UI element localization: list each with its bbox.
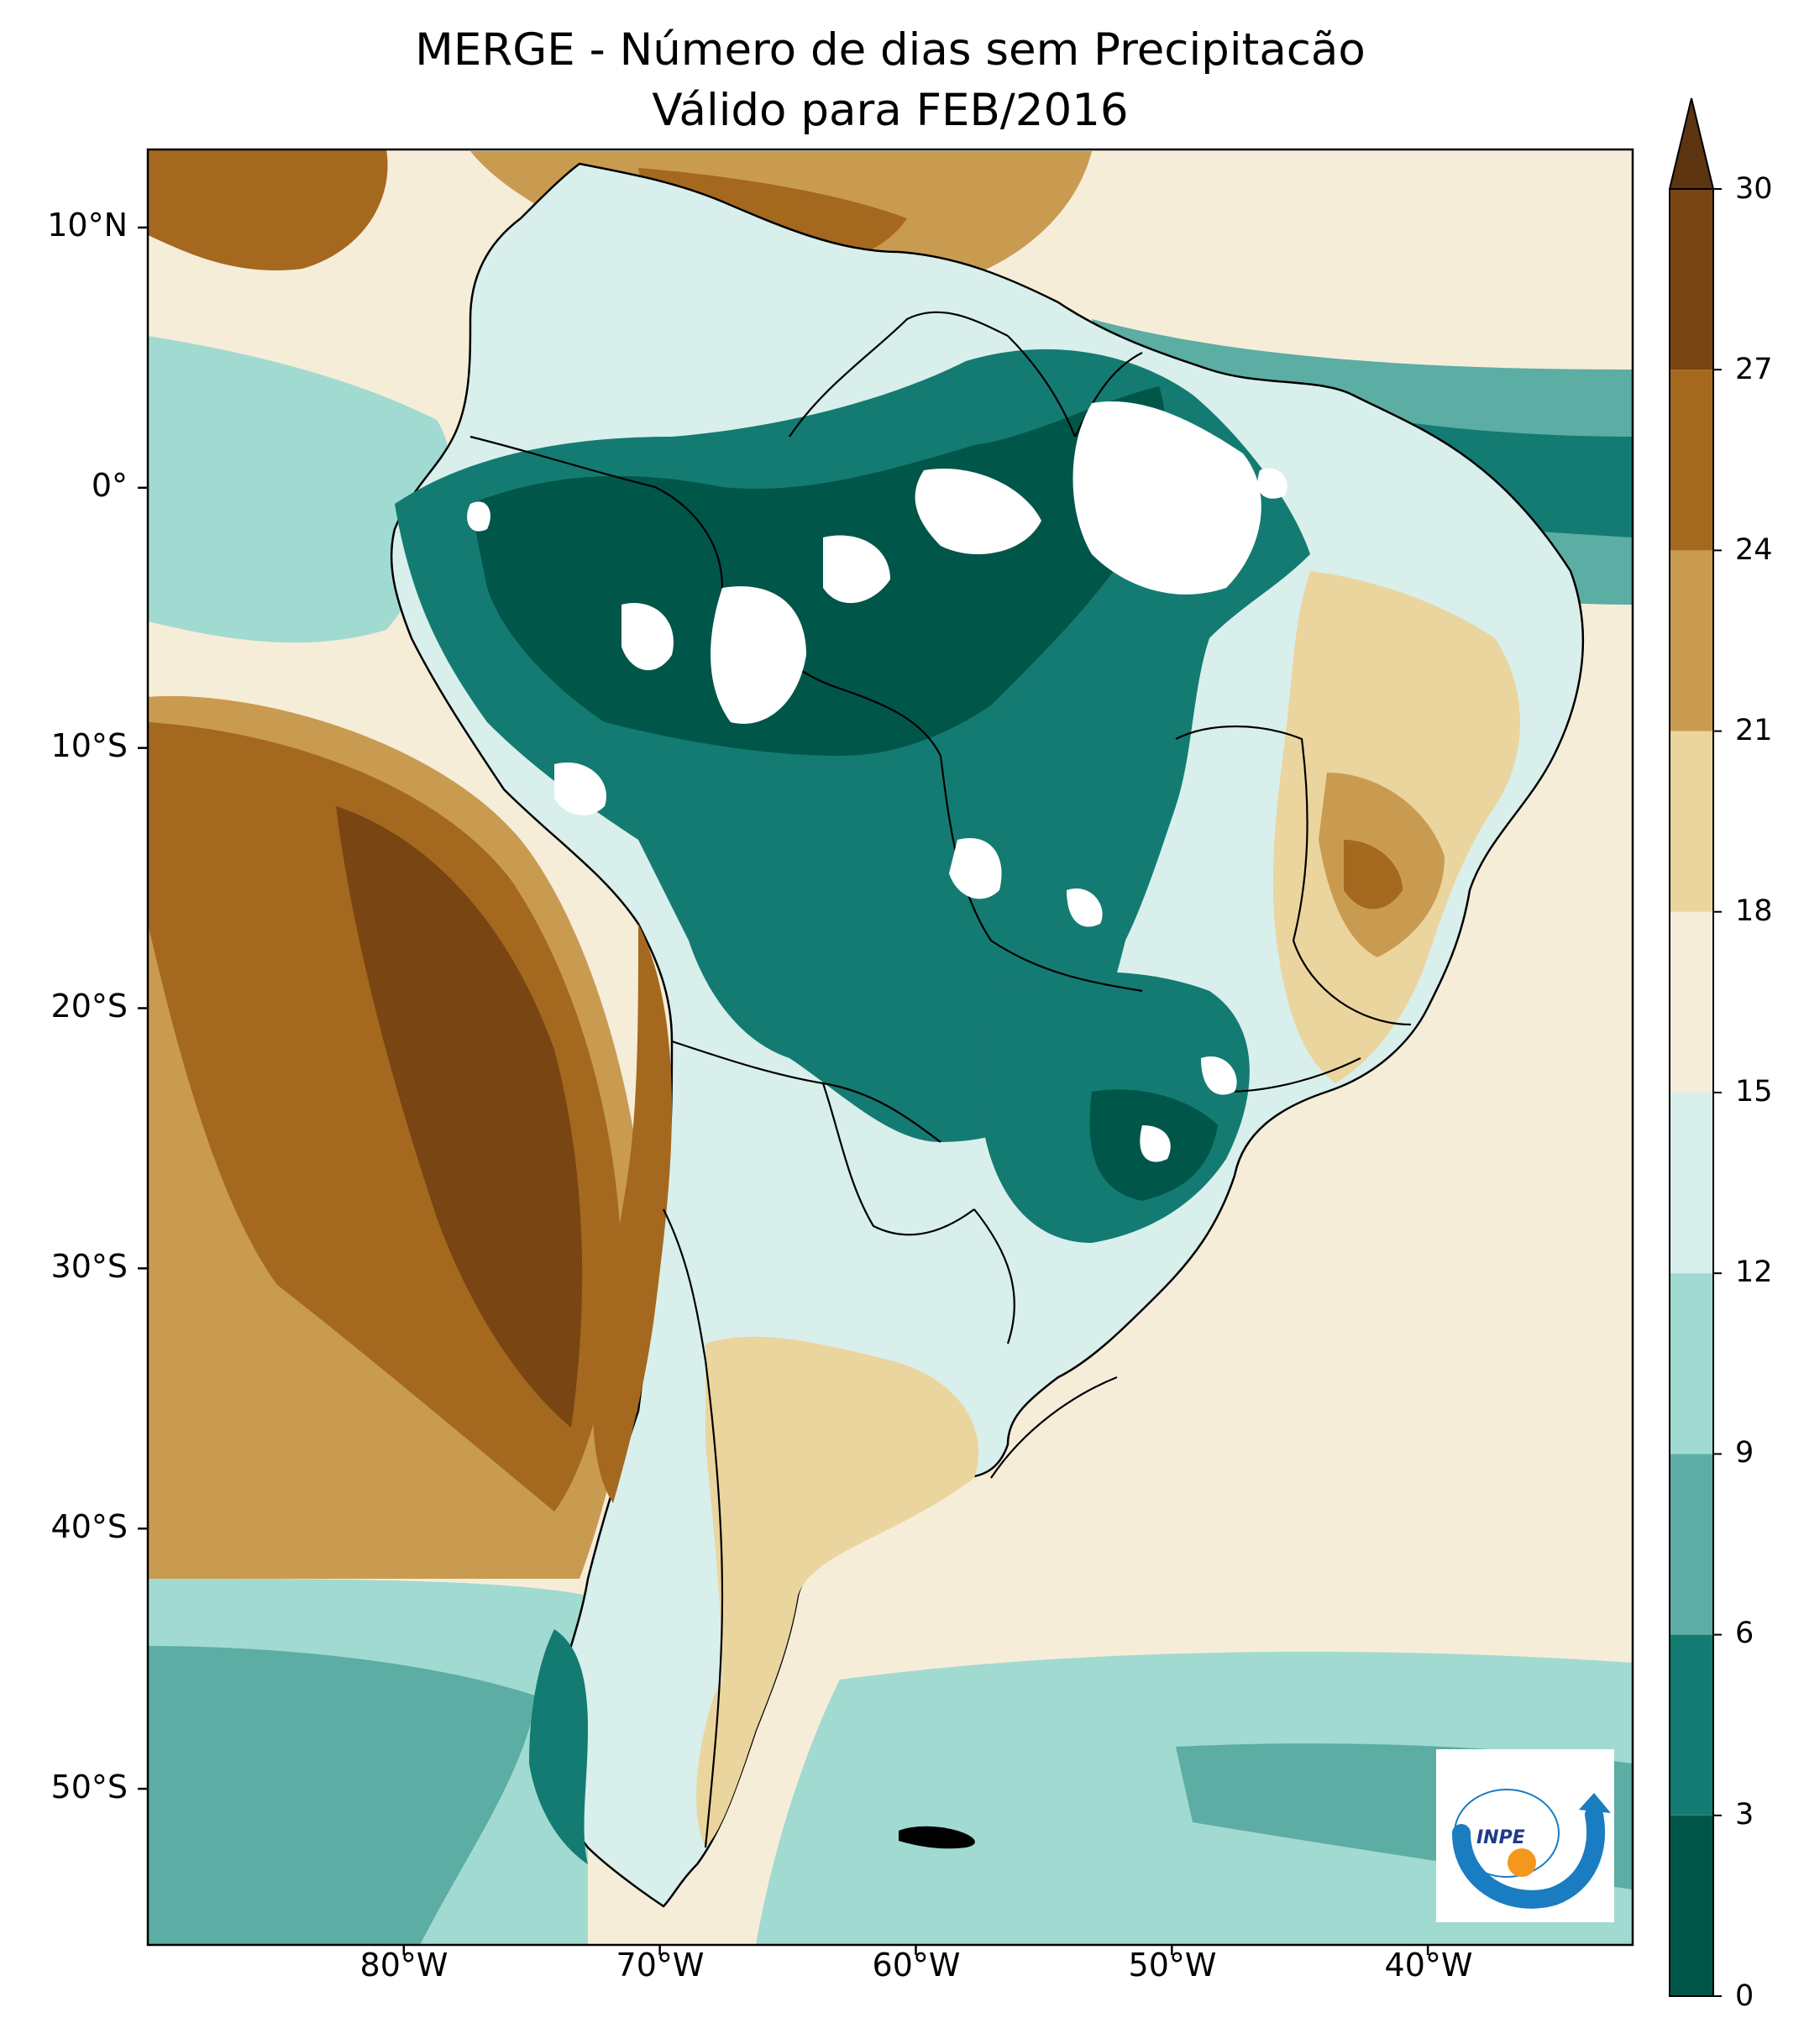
axis-ticks — [138, 226, 1429, 1955]
colorbar-segment — [1670, 550, 1713, 731]
colorbar-segment — [1670, 189, 1713, 370]
lon-tick-label: 50°W — [1128, 1947, 1217, 1984]
inpe-logo: INPE — [1436, 1749, 1614, 1922]
colorbar — [1668, 97, 1722, 1997]
northeast-brazil-driest-spot — [1344, 840, 1403, 909]
colorbar-segment — [1670, 1454, 1713, 1635]
pacific-wet-band — [148, 336, 451, 643]
colorbar-label: 27 — [1735, 353, 1773, 386]
falkland-islands — [899, 1826, 975, 1849]
lat-tick-label: 50°S — [50, 1769, 128, 1806]
colorbar-segment — [1670, 911, 1713, 1093]
andes-coast-dry-strip — [593, 924, 672, 1503]
lat-tick-label: 20°S — [50, 988, 128, 1025]
colorbar-label: 12 — [1735, 1255, 1773, 1289]
lon-tick-label: 80°W — [359, 1947, 448, 1984]
lat-tick-label: 10°S — [50, 727, 128, 764]
colorbar-segment — [1670, 1093, 1713, 1274]
pampas-dry-region — [705, 1336, 979, 1737]
chart-title: MERGE - Número de dias sem Precipitacão — [415, 24, 1366, 76]
lat-tick-label: 40°S — [50, 1508, 128, 1545]
northwest-dry-zone — [148, 149, 388, 270]
chart-subtitle: Válido para FEB/2016 — [652, 85, 1129, 136]
logo-arrow-head — [1579, 1793, 1611, 1813]
lon-tick-label: 40°W — [1384, 1947, 1473, 1984]
southern-chile-wet — [529, 1629, 588, 1864]
southern-ocean-wet-core — [148, 1646, 538, 1945]
lat-tick-label: 30°S — [50, 1248, 128, 1285]
colorbar-label: 6 — [1735, 1617, 1754, 1650]
colorbar-label: 21 — [1735, 714, 1773, 747]
colorbar-label: 24 — [1735, 533, 1773, 567]
patagonia-dry-region — [696, 1646, 765, 1847]
lon-tick-label: 70°W — [616, 1947, 705, 1984]
colorbar-segment — [1670, 1634, 1713, 1816]
colorbar-label: 0 — [1735, 1979, 1754, 2013]
colorbar-label: 15 — [1735, 1075, 1773, 1108]
no-data-patches — [467, 401, 1287, 1162]
colorbar-label: 9 — [1735, 1436, 1754, 1470]
colorbar-segment — [1670, 731, 1713, 912]
inpe-logo-icon: INPE — [1452, 1789, 1611, 1909]
logo-sun-dot — [1508, 1848, 1536, 1877]
colorbar-extend-arrow — [1668, 97, 1715, 190]
colorbar-label: 30 — [1735, 172, 1773, 206]
pacific-extreme-dry-zone — [336, 806, 583, 1428]
colorbar-segment — [1670, 1273, 1713, 1454]
lat-tick-label: 10°N — [47, 207, 128, 244]
colorbar-label: 3 — [1735, 1798, 1754, 1832]
lat-tick-label: 0° — [91, 467, 128, 504]
logo-text: INPE — [1476, 1827, 1525, 1848]
lon-tick-label: 60°W — [872, 1947, 961, 1984]
colorbar-label: 18 — [1735, 894, 1773, 928]
colorbar-segment — [1670, 1815, 1713, 1996]
country-borders — [469, 311, 1412, 1848]
map-frame — [146, 148, 1634, 1947]
colorbar-segment — [1670, 369, 1713, 551]
logo-arrow-body — [1452, 1806, 1605, 1909]
